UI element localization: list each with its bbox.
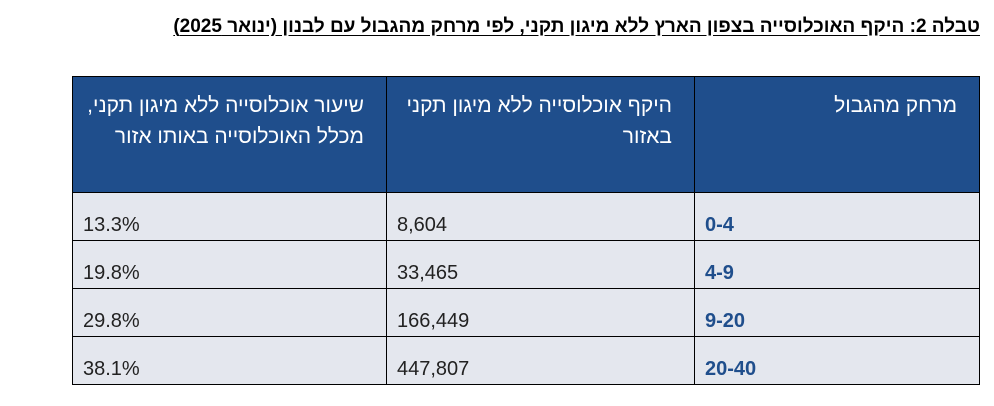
distance-cell: 9-20 [694,288,980,337]
header-distance: מרחק מהגבול [694,76,980,193]
table-row: 20-40 447,807 38.1% [72,336,980,385]
rate-cell: 29.8% [72,288,387,337]
rate-cell: 13.3% [72,192,387,241]
rate-cell: 38.1% [72,336,387,385]
header-row: מרחק מהגבול היקף אוכלוסייה ללא מיגון תקנ… [72,76,980,193]
population-cell: 447,807 [386,336,695,385]
population-table: מרחק מהגבול היקף אוכלוסייה ללא מיגון תקנ… [72,76,980,385]
table-row: 9-20 166,449 29.8% [72,288,980,337]
distance-cell: 0-4 [694,192,980,241]
distance-cell: 20-40 [694,336,980,385]
rate-cell: 19.8% [72,240,387,289]
population-cell: 166,449 [386,288,695,337]
distance-cell: 4-9 [694,240,980,289]
table-row: 4-9 33,465 19.8% [72,240,980,289]
header-population: היקף אוכלוסייה ללא מיגון תקני באזור [386,76,695,193]
table-caption: טבלה 2: היקף האוכלוסייה בצפון הארץ ללא מ… [173,16,980,37]
table-row: 0-4 8,604 13.3% [72,192,980,241]
population-cell: 33,465 [386,240,695,289]
header-rate: שיעור אוכלוסייה ללא מיגון תקני, מכלל האו… [72,76,387,193]
population-cell: 8,604 [386,192,695,241]
